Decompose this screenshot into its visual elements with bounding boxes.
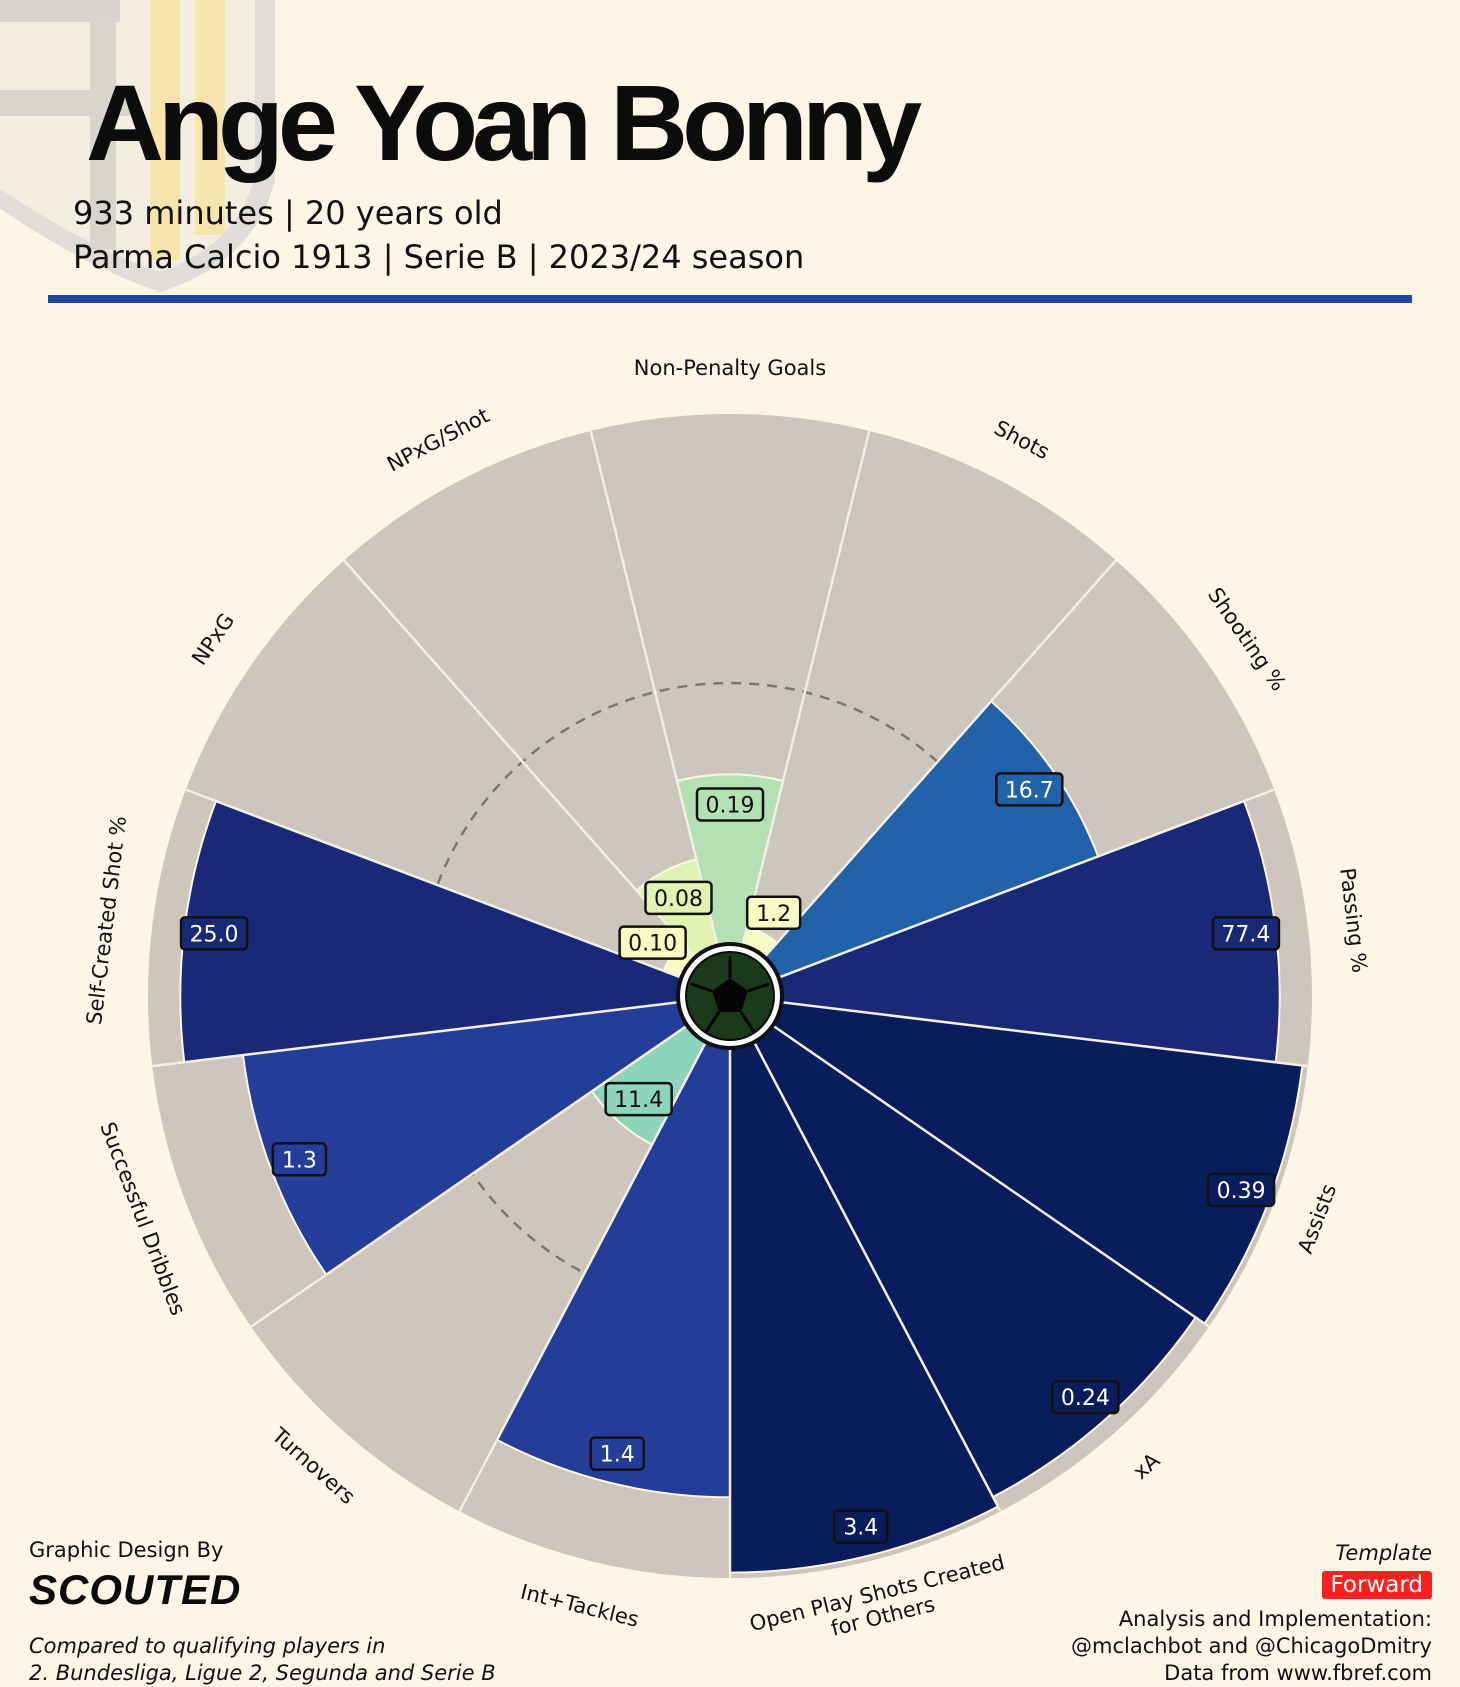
- svg-text:16.7: 16.7: [1005, 778, 1054, 803]
- category-label: NPxG/Shot: [383, 403, 493, 476]
- svg-text:0.08: 0.08: [654, 887, 703, 912]
- svg-text:3.4: 3.4: [843, 1516, 878, 1541]
- slice-divider: [589, 430, 721, 954]
- slice-value-label: 1.3: [271, 1142, 328, 1177]
- slice-value-label: 0.39: [1206, 1172, 1276, 1208]
- svg-text:0.10: 0.10: [628, 932, 677, 957]
- slice-divider: [773, 1000, 1308, 1068]
- minutes-age-subtitle: 933 minutes | 20 years old: [73, 194, 503, 232]
- implementation-label: Analysis and Implementation:: [1118, 1607, 1432, 1631]
- slice-value-label: 0.24: [1051, 1379, 1120, 1415]
- slice-background: [251, 1020, 710, 1512]
- slice-value-label: 1.2: [745, 895, 802, 931]
- category-label: Non-Penalty Goals: [634, 356, 826, 380]
- club-crest-watermark: [0, 0, 275, 292]
- category-label: NPxG: [187, 609, 239, 670]
- category-label: xA: [1128, 1448, 1164, 1484]
- data-source: Data from www.fbref.com: [1164, 1661, 1432, 1685]
- slice-value-label: 0.08: [644, 880, 713, 916]
- slice-value-label: 0.19: [695, 787, 765, 822]
- slice-divider: [758, 559, 1117, 964]
- implementation-credits: @mclachbot and @ChicagoDmitry: [1071, 1634, 1432, 1658]
- slice-value-label: 16.7: [995, 772, 1064, 807]
- svg-text:1.3: 1.3: [282, 1148, 317, 1173]
- chart-grid-layer: [152, 430, 1308, 1578]
- comparison-note-line2: 2. Bundesliga, Ligue 2, Segunda and Seri…: [29, 1661, 496, 1685]
- slice-value-label: 11.4: [604, 1081, 673, 1117]
- club-league-season-subtitle: Parma Calcio 1913 | Serie B | 2023/24 se…: [73, 238, 805, 276]
- slice-divider: [152, 1000, 687, 1068]
- category-label: Assists: [1293, 1181, 1341, 1257]
- chart-bar-layer: [179, 699, 1304, 1574]
- category-label: Passing %: [1335, 866, 1372, 974]
- svg-text:0.19: 0.19: [706, 793, 755, 818]
- slice-value-label: 0.10: [618, 925, 687, 960]
- svg-text:0.39: 0.39: [1217, 1179, 1266, 1204]
- slice-divider: [250, 1019, 695, 1328]
- svg-text:1.4: 1.4: [600, 1443, 635, 1468]
- comparison-note-line1: Compared to qualifying players in: [29, 1634, 386, 1658]
- slice-background: [590, 413, 870, 954]
- template-badge: Forward: [1321, 1571, 1432, 1599]
- slice-background: [740, 430, 1116, 964]
- slice-value-label: 3.4: [833, 1509, 889, 1544]
- template-label: Template: [1335, 1541, 1432, 1565]
- category-label: Int+Tackles: [518, 1580, 641, 1632]
- slice-divider: [185, 788, 690, 982]
- slice-background: [185, 560, 701, 981]
- player-name-title: Ange Yoan Bonny: [86, 62, 922, 183]
- slice-background: [344, 430, 720, 964]
- slice-divider: [765, 1019, 1210, 1328]
- football-icon: [676, 942, 784, 1050]
- svg-text:1.2: 1.2: [756, 902, 791, 927]
- slice-value-label: 77.4: [1211, 916, 1281, 951]
- category-label: Shots: [990, 416, 1053, 465]
- category-label: Self-Created Shot %: [82, 815, 131, 1026]
- svg-text:25.0: 25.0: [190, 922, 239, 947]
- header-divider: [48, 295, 1412, 303]
- slice-divider: [343, 559, 702, 964]
- svg-text:77.4: 77.4: [1221, 922, 1270, 947]
- slice-divider: [739, 430, 871, 954]
- slice-value-label: 1.4: [589, 1436, 645, 1471]
- slice-value-label: 25.0: [179, 916, 249, 951]
- slice-divider: [770, 788, 1275, 982]
- slice-divider: [749, 1034, 1002, 1512]
- scouted-logo: SCOUTED: [29, 1566, 242, 1613]
- svg-text:11.4: 11.4: [614, 1088, 663, 1113]
- svg-text:0.24: 0.24: [1061, 1386, 1110, 1411]
- design-credit-label: Graphic Design By: [29, 1538, 224, 1562]
- category-label: Turnovers: [267, 1423, 360, 1509]
